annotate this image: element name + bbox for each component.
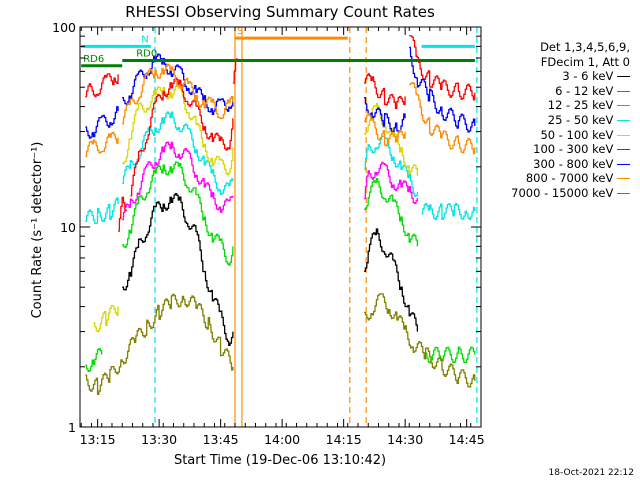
series-3-segment-0 — [85, 197, 119, 224]
series-6-segment-3 — [409, 46, 476, 133]
series-7-segment-3 — [409, 81, 476, 155]
series-5-segment-1 — [118, 196, 127, 232]
flag-label-2: RD6 — [83, 54, 104, 65]
render-timestamp: 18-Oct-2021 22:12 — [548, 468, 634, 478]
legend-item-6: 300 - 800 keV — [511, 157, 630, 172]
series-3-segment-2 — [364, 135, 419, 197]
flag-label-0: N — [141, 34, 148, 45]
legend-swatch-7 — [617, 178, 630, 180]
legend-swatch-5 — [617, 149, 630, 151]
legend-item-8: 7000 - 15000 keV — [511, 186, 630, 201]
series-1-segment-0 — [122, 141, 234, 221]
legend-header-line-1: Det 1,3,4,5,6,9, — [540, 40, 630, 54]
x-tick-label-6: 14:45 — [449, 432, 485, 447]
series-7-segment-1 — [122, 63, 234, 125]
series-1 — [122, 141, 419, 221]
series-5-segment-5 — [409, 34, 476, 101]
series-2-segment-0 — [85, 348, 103, 373]
legend-label-8: 7000 - 15000 keV — [511, 185, 617, 200]
legend-item-3: 25 - 50 keV — [511, 113, 630, 128]
legend-swatch-3 — [617, 119, 630, 121]
y-tick-label-1: 10 — [60, 220, 76, 235]
series-8-segment-0 — [85, 293, 234, 395]
series-3-segment-3 — [421, 203, 476, 221]
legend-label-4: 50 - 100 keV — [540, 127, 617, 142]
legend-label-2: 12 - 25 keV — [547, 98, 617, 113]
legend-swatch-6 — [617, 163, 630, 165]
x-tick-label-0: 13:15 — [80, 432, 116, 447]
series-4-segment-0 — [93, 304, 119, 333]
legend-header-line-2: FDecim 1, Att 0 — [540, 54, 630, 69]
series-6-segment-0 — [85, 106, 119, 139]
series-2-segment-3 — [425, 346, 476, 364]
legend-label-6: 300 - 800 keV — [533, 156, 617, 171]
legend-item-7: 800 - 7000 keV — [511, 171, 630, 186]
y-axis-label: Count Rate (s⁻¹ detector⁻¹) — [30, 141, 45, 319]
y-tick-label-2: 100 — [52, 20, 76, 35]
legend-item-5: 100 - 300 keV — [511, 142, 630, 157]
vertical-marker-layer — [154, 27, 478, 427]
x-tick-label-1: 13:30 — [141, 432, 177, 447]
series-2-segment-2 — [364, 178, 419, 247]
legend-item-2: 12 - 25 keV — [511, 98, 630, 113]
series-3-segment-1 — [122, 111, 234, 196]
series-5-segment-2 — [130, 77, 234, 197]
series-8 — [85, 293, 476, 395]
series-7-segment-2 — [364, 113, 406, 147]
series-5 — [85, 34, 476, 232]
series-0-segment-1 — [364, 228, 419, 332]
y-tick-label-0: 1 — [68, 420, 76, 435]
series-1-segment-1 — [364, 161, 419, 205]
legend-label-3: 25 - 50 keV — [547, 112, 617, 127]
series-7-segment-0 — [85, 131, 119, 158]
legend-swatch-0 — [617, 76, 630, 78]
legend-swatch-4 — [617, 134, 630, 136]
legend-label-7: 800 - 7000 keV — [525, 171, 617, 186]
legend-label-0: 3 - 6 keV — [562, 69, 617, 84]
series-6-segment-1 — [122, 53, 234, 115]
legend-label-5: 100 - 300 keV — [533, 142, 617, 157]
legend-items: 3 - 6 keV 6 - 12 keV 12 - 25 keV 25 - 50… — [511, 69, 630, 200]
legend-item-1: 6 - 12 keV — [511, 84, 630, 99]
chart-title: RHESSI Observing Summary Count Rates — [125, 3, 435, 21]
legend-item-4: 50 - 100 keV — [511, 128, 630, 143]
series-7 — [85, 63, 476, 158]
series-4 — [93, 85, 419, 333]
series-5-segment-0 — [85, 73, 119, 98]
legend-label-1: 6 - 12 keV — [555, 83, 617, 98]
series-layer — [85, 34, 476, 395]
plot-frame — [79, 26, 482, 428]
x-tick-label-3: 14:00 — [264, 432, 300, 447]
flag-label-1: RD0 — [136, 48, 157, 59]
tick-layer: 13:15 13:30 13:45 14:00 14:15 14:30 14:45 1 10 10… — [52, 20, 485, 447]
flag-label-3: S — [237, 26, 243, 37]
series-8-segment-1 — [364, 293, 476, 388]
legend-swatch-8 — [617, 192, 630, 194]
series-0 — [122, 192, 419, 347]
flag-bar-layer: N RD0 RD6 S — [81, 26, 475, 68]
legend-swatch-2 — [617, 105, 630, 107]
series-2 — [85, 161, 476, 373]
series-5-segment-4 — [364, 73, 406, 110]
x-tick-label-4: 14:15 — [326, 432, 362, 447]
legend: Det 1,3,4,5,6,9, FDecim 1, Att 0 3 - 6 k… — [511, 40, 630, 201]
legend-item-0: 3 - 6 keV — [511, 69, 630, 84]
series-0-segment-0 — [122, 192, 234, 347]
x-tick-label-2: 13:45 — [203, 432, 239, 447]
legend-swatch-1 — [617, 90, 630, 92]
x-tick-label-5: 14:30 — [387, 432, 423, 447]
series-3 — [85, 111, 476, 224]
x-axis-label: Start Time (19-Dec-06 13:10:42) — [173, 453, 387, 468]
series-2-segment-1 — [122, 161, 234, 266]
